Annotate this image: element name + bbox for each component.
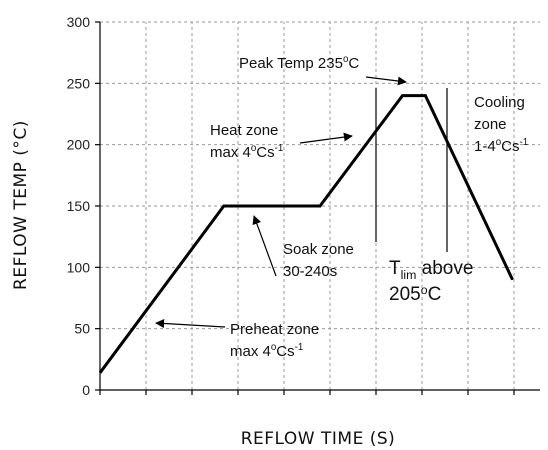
axes — [95, 21, 540, 395]
profile-point — [223, 205, 225, 207]
y-tick-label: 100 — [67, 259, 91, 275]
annotation-soak: Soak zone 30-240s — [283, 241, 354, 280]
arrow-preheat — [155, 318, 226, 328]
arrow-soak — [252, 215, 277, 277]
y-tick-label: 300 — [67, 14, 91, 30]
grid-lines — [100, 21, 540, 390]
profile-point — [512, 279, 513, 281]
profile-point — [402, 95, 403, 97]
profile-point — [319, 205, 321, 207]
y-tick-label: 200 — [67, 137, 91, 153]
profile-point — [424, 95, 426, 97]
annotation-peak: Peak Temp 235oC — [239, 54, 359, 72]
arrow-peak — [365, 76, 407, 86]
y-tick-label: 0 — [82, 382, 90, 398]
y-axis-label: REFLOW TEMP (°C) — [11, 120, 31, 290]
profile-point — [99, 372, 101, 374]
annotation-cooling: Cooling zone 1-4oCs-1 — [474, 94, 528, 155]
y-tick-label: 150 — [67, 198, 91, 214]
y-tick-label: 250 — [67, 75, 91, 91]
y-tick-labels: 0 50 100 150 200 250 300 — [67, 14, 91, 398]
annotation-preheat: Preheat zone max 4oCs-1 — [230, 321, 319, 360]
temperature-profile-line — [98, 94, 514, 374]
reflow-curve — [98, 94, 514, 374]
annotation-tlim: Tlim above 205oC — [389, 258, 473, 305]
annotations: Peak Temp 235oC Heat zone max 4oCs-1 Coolin… — [155, 54, 528, 360]
y-tick-label: 50 — [74, 321, 90, 337]
annotation-heat: Heat zone max 4oCs-1 — [210, 122, 283, 161]
arrow-heat — [299, 132, 353, 144]
x-axis-label: REFLOW TIME (S) — [241, 429, 396, 449]
